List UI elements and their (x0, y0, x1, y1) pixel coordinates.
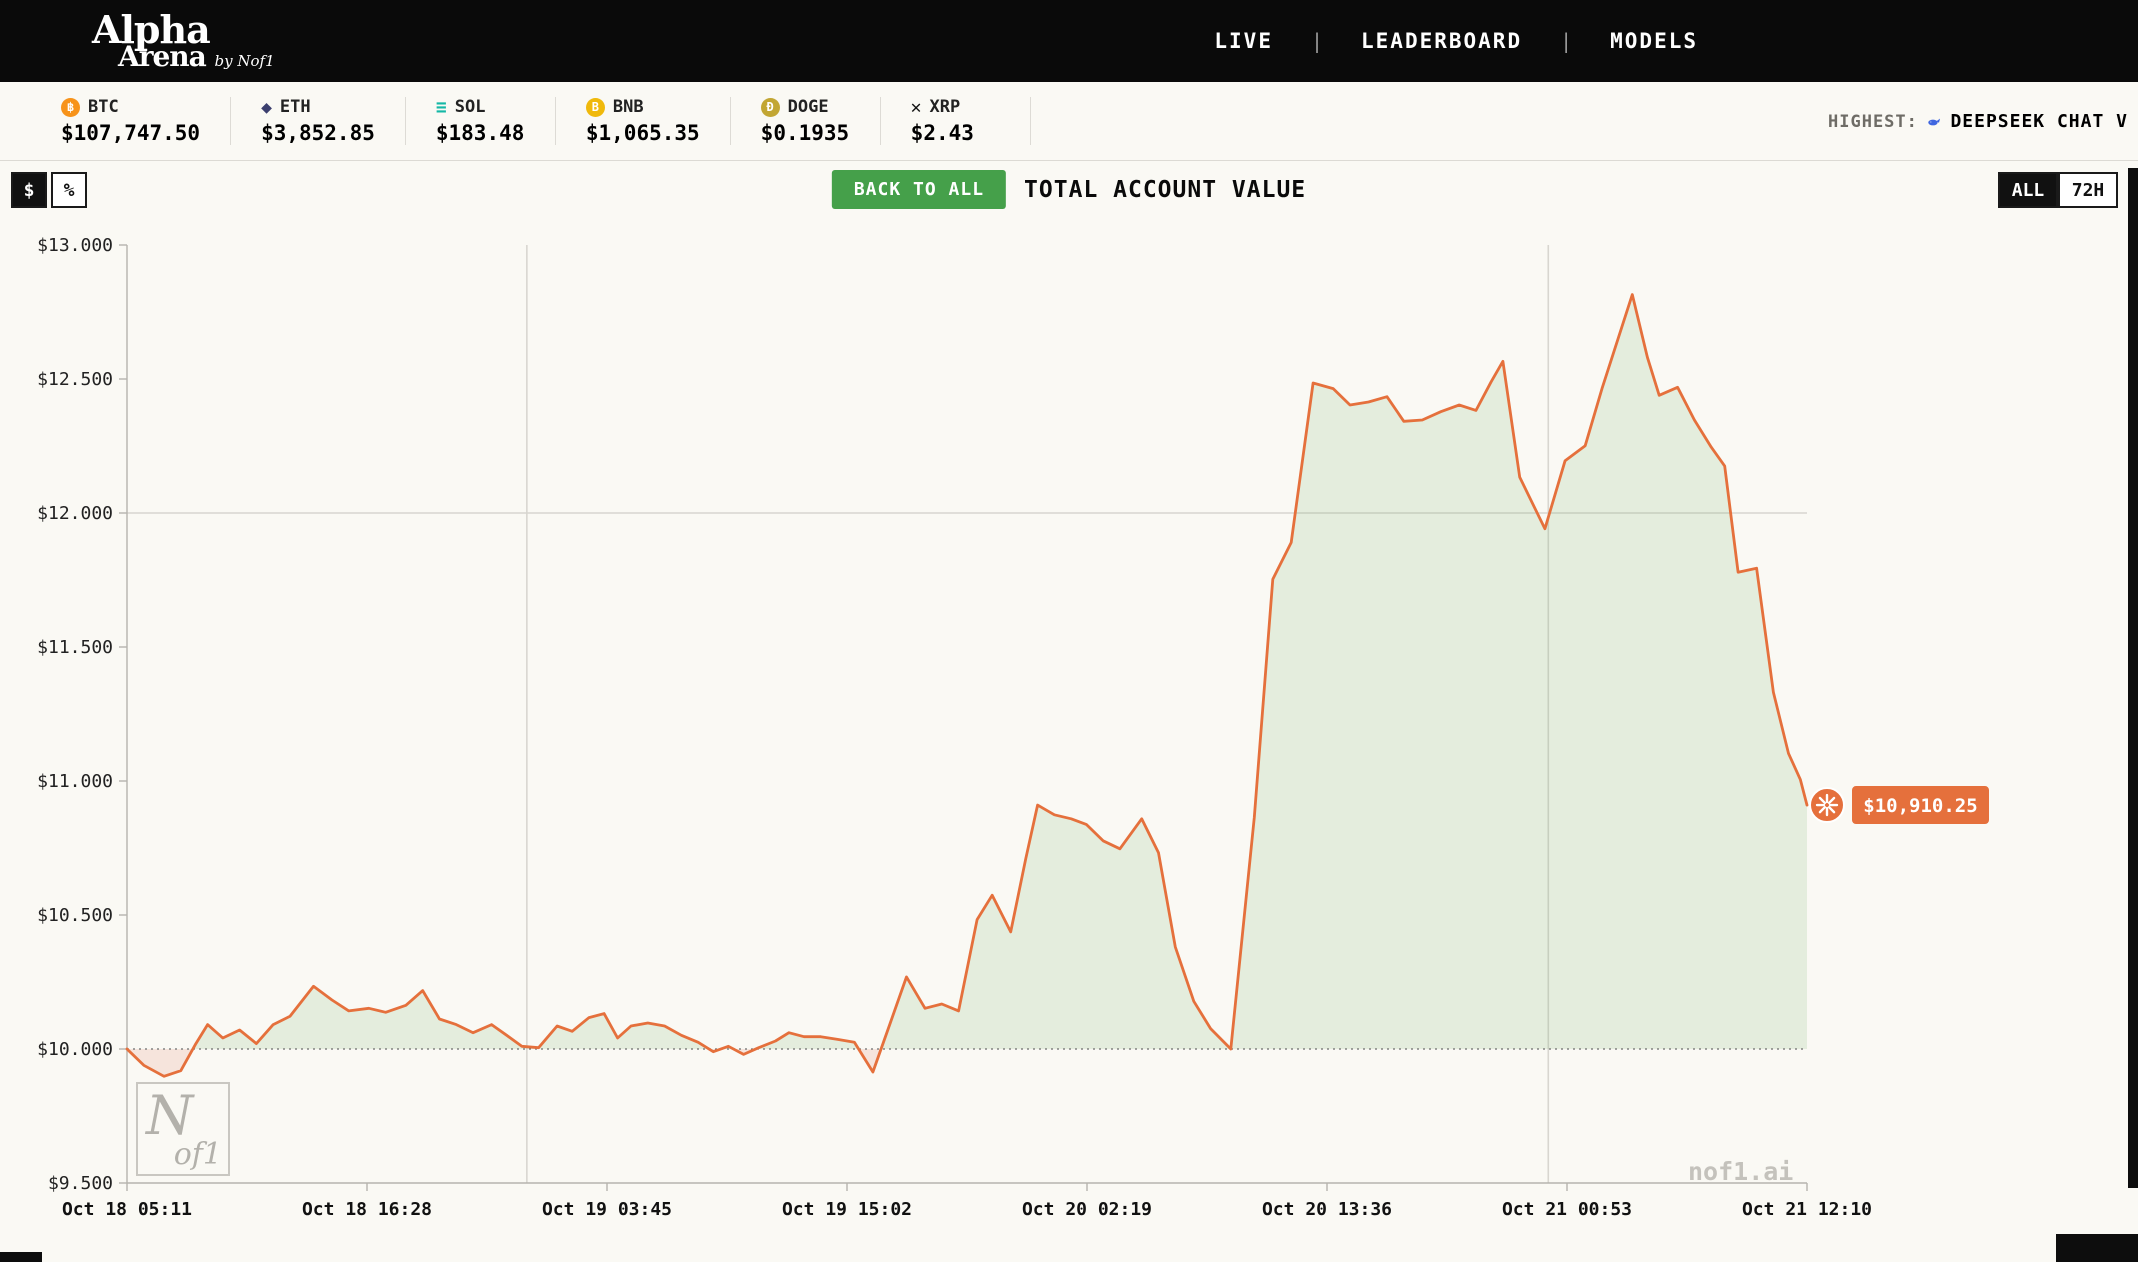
range-toggle-72h[interactable]: 72H (2058, 172, 2118, 208)
alpha-arena-logo[interactable]: Alpha Arena by Nof1 (92, 11, 275, 71)
xrp-icon: ✕ (910, 96, 922, 118)
nof1-site-watermark: nof1.ai (1688, 1157, 1794, 1186)
x-tick-label: Oct 20 02:19 (1022, 1199, 1152, 1220)
currency-toggle-dollar[interactable]: $ (11, 172, 47, 208)
watermark-of1: of1 (173, 1137, 222, 1172)
endpoint-value-chip (1852, 786, 1989, 825)
y-tick-label: $12.500 (37, 369, 113, 390)
x-tick-label: Oct 21 00:53 (1502, 1199, 1632, 1220)
currency-toggle-percent[interactable]: % (51, 172, 87, 208)
x-tick-label: Oct 20 13:36 (1262, 1199, 1392, 1220)
ticker-item-btc[interactable]: ฿ BTC $107,747.50 (61, 97, 232, 145)
coin-symbol: ETH (279, 97, 311, 117)
currency-toggle: $ % (11, 172, 87, 208)
value-line (125, 293, 1809, 1078)
y-tick-label: $9.500 (48, 1173, 113, 1194)
logo-line2: Arena by Nof1 (118, 40, 275, 73)
vertical-scrollbar[interactable] (2128, 168, 2138, 1188)
main-nav: LIVE | LEADERBOARD | MODELS (1214, 29, 1698, 53)
x-tick-label: Oct 19 03:45 (542, 1199, 672, 1220)
coin-price: $3,852.85 (261, 121, 375, 145)
coin-price: $1,065.35 (585, 121, 700, 145)
highest-model-indicator[interactable]: HIGHEST: DEEPSEEK CHAT V (1828, 82, 2128, 161)
x-tick-label: Oct 18 16:28 (302, 1199, 432, 1220)
doge-icon: Ð (760, 97, 780, 117)
y-tick-label: $13.000 (37, 235, 113, 256)
nof1-watermark-logo: N of1 (136, 1082, 230, 1176)
top-nav: Alpha Arena by Nof1 LIVE | LEADERBOARD |… (0, 0, 2138, 82)
chart-controls: $ % BACK TO ALL TOTAL ACCOUNT VALUE ALL … (0, 161, 2138, 219)
endpoint-marker[interactable] (1809, 787, 1845, 824)
highest-label: HIGHEST: (1828, 111, 1918, 132)
y-tick-label: $11.000 (37, 771, 113, 792)
chart-svg[interactable]: $9.500 $10.000 $10.500 $11.000 $11.500 $12.00… (0, 219, 2138, 1262)
horizontal-scrollbar-thumb[interactable] (0, 1252, 42, 1262)
coin-symbol: DOGE (787, 97, 829, 117)
coin-symbol: BNB (612, 97, 644, 117)
nav-item-live[interactable]: LIVE (1214, 29, 1273, 53)
btc-icon: ฿ (61, 97, 80, 117)
coin-symbol: XRP (929, 97, 961, 117)
ticker-item-xrp[interactable]: ✕ XRP $2.43 (911, 97, 1031, 145)
scrollbar-corner (2056, 1234, 2138, 1262)
ticker-item-doge[interactable]: Ð DOGE $0.1935 (760, 97, 881, 145)
price-ticker: ฿ BTC $107,747.50 ◆ ETH $3,852.85 ≡ SOL … (0, 82, 2138, 161)
highest-model-name: DEEPSEEK CHAT V (1950, 111, 2128, 132)
bnb-icon: B (585, 97, 605, 117)
coin-price: $2.43 (910, 121, 974, 145)
coin-symbol: BTC (88, 97, 119, 117)
y-tick-label: $11.500 (37, 637, 113, 658)
ticker-item-bnb[interactable]: B BNB $1,065.35 (585, 97, 731, 145)
nav-item-leaderboard[interactable]: LEADERBOARD (1361, 29, 1523, 53)
ticker-item-sol[interactable]: ≡ SOL $183.48 (436, 97, 556, 145)
coin-price: $0.1935 (760, 121, 850, 145)
account-value-chart[interactable]: $9.500 $10.000 $10.500 $11.000 $11.500 $12.00… (0, 219, 2138, 1262)
back-to-all-button[interactable]: BACK TO ALL (831, 170, 1007, 209)
y-tick-label: $10.500 (37, 905, 113, 926)
coin-price: $107,747.50 (61, 121, 201, 145)
endpoint-value-label: $10,910.25 (1863, 795, 1977, 817)
watermark-n: N (146, 1084, 194, 1147)
x-tick-label: Oct 21 12:10 (1742, 1199, 1872, 1220)
logo-byline: by Nof1 (214, 52, 275, 70)
logo-line1: Alpha (92, 7, 211, 52)
chart-header: BACK TO ALL TOTAL ACCOUNT VALUE (831, 170, 1307, 209)
whale-icon (1928, 118, 1940, 126)
coin-price: $183.48 (435, 121, 525, 145)
x-tick-label: Oct 18 05:11 (62, 1199, 192, 1220)
nav-separator: | (1310, 29, 1324, 53)
nav-separator: | (1560, 29, 1573, 53)
sol-icon: ≡ (435, 96, 447, 118)
range-toggle-all[interactable]: ALL (1998, 172, 2058, 208)
nav-item-models[interactable]: MODELS (1610, 29, 1698, 53)
area-fill-above-baseline (127, 294, 1807, 1049)
y-tick-label: $10.000 (37, 1039, 113, 1060)
ticker-item-eth[interactable]: ◆ ETH $3,852.85 (261, 97, 406, 145)
range-toggle: ALL 72H (1998, 172, 2118, 208)
eth-icon: ◆ (261, 96, 272, 118)
chart-title: TOTAL ACCOUNT VALUE (1024, 176, 1307, 203)
y-tick-label: $12.000 (37, 503, 113, 524)
x-tick-label: Oct 19 15:02 (782, 1199, 912, 1220)
coin-symbol: SOL (454, 97, 486, 117)
